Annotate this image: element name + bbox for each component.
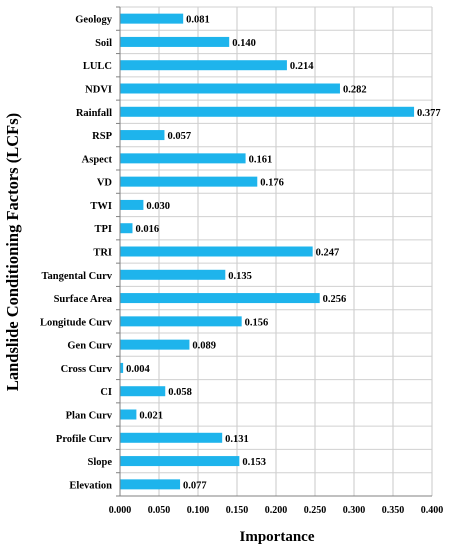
category-label: TWI bbox=[90, 201, 112, 212]
value-label: 0.021 bbox=[139, 411, 163, 422]
x-tick-label: 0.200 bbox=[265, 505, 288, 516]
bar bbox=[120, 36, 230, 47]
value-label: 0.081 bbox=[186, 15, 210, 26]
value-label: 0.153 bbox=[242, 457, 266, 468]
bar bbox=[120, 316, 242, 327]
category-label: Tangental Curv bbox=[41, 271, 112, 282]
value-label: 0.004 bbox=[126, 364, 150, 375]
value-label: 0.214 bbox=[290, 61, 314, 72]
value-label: 0.377 bbox=[417, 108, 441, 119]
bar bbox=[120, 409, 137, 420]
bars bbox=[120, 13, 415, 490]
grid bbox=[120, 6, 433, 497]
value-label: 0.176 bbox=[260, 178, 284, 189]
bar bbox=[120, 13, 184, 24]
bar bbox=[120, 199, 144, 210]
category-label: LULC bbox=[83, 61, 112, 72]
bar bbox=[120, 386, 166, 397]
value-label: 0.156 bbox=[245, 317, 269, 328]
bar bbox=[120, 339, 190, 350]
category-label: Soil bbox=[95, 38, 112, 49]
bar bbox=[120, 293, 320, 304]
bar bbox=[120, 432, 223, 443]
value-label: 0.089 bbox=[192, 341, 216, 352]
x-tick-label: 0.000 bbox=[109, 505, 132, 516]
bar bbox=[120, 479, 181, 490]
y-axis-title: Landslide Conditioning Factors (LCFs) bbox=[3, 113, 22, 391]
value-label: 0.077 bbox=[183, 480, 207, 491]
category-label: Plan Curv bbox=[66, 411, 113, 422]
bar bbox=[120, 269, 226, 280]
category-label: Slope bbox=[87, 457, 112, 468]
category-label: Cross Curv bbox=[61, 364, 113, 375]
x-tick-label: 0.350 bbox=[382, 505, 405, 516]
bar bbox=[120, 83, 340, 94]
category-label: CI bbox=[100, 387, 112, 398]
value-label: 0.282 bbox=[343, 85, 367, 96]
bar bbox=[120, 362, 124, 373]
value-label: 0.057 bbox=[167, 131, 191, 142]
x-tick-label: 0.250 bbox=[304, 505, 327, 516]
value-label: 0.161 bbox=[249, 154, 273, 165]
x-tick-label: 0.100 bbox=[187, 505, 210, 516]
bar bbox=[120, 223, 133, 234]
category-label: NDVI bbox=[85, 85, 112, 96]
category-label: Longitude Curv bbox=[40, 317, 113, 328]
x-tick-label: 0.400 bbox=[421, 505, 444, 516]
axes bbox=[116, 6, 432, 497]
x-tick-label: 0.300 bbox=[343, 505, 366, 516]
category-label: Geology bbox=[75, 15, 112, 26]
value-label: 0.140 bbox=[232, 38, 256, 49]
category-label: Gen Curv bbox=[67, 341, 112, 352]
value-label: 0.030 bbox=[146, 201, 170, 212]
bar bbox=[120, 106, 415, 117]
labels: 0.000 0.050 0.100 0.150 0.200 0.250 0.300 0.350… bbox=[40, 15, 443, 516]
value-label: 0.058 bbox=[168, 387, 192, 398]
category-label: VD bbox=[97, 178, 113, 189]
category-label: Profile Curv bbox=[56, 434, 113, 445]
bar bbox=[120, 456, 240, 467]
x-axis-title: Importance bbox=[240, 529, 315, 545]
category-label: RSP bbox=[92, 131, 112, 142]
bar bbox=[120, 176, 258, 187]
x-tick-label: 0.150 bbox=[226, 505, 249, 516]
bar bbox=[120, 130, 165, 141]
category-label: Aspect bbox=[82, 154, 113, 165]
value-label: 0.247 bbox=[316, 248, 340, 259]
bar bbox=[120, 246, 313, 257]
x-tick-label: 0.050 bbox=[148, 505, 171, 516]
bar bbox=[120, 60, 287, 71]
category-label: TRI bbox=[93, 248, 112, 259]
value-label: 0.256 bbox=[323, 294, 347, 305]
value-label: 0.131 bbox=[225, 434, 249, 445]
bar bbox=[120, 153, 246, 164]
value-label: 0.016 bbox=[135, 224, 159, 235]
category-label: Elevation bbox=[69, 480, 112, 491]
value-label: 0.135 bbox=[228, 271, 252, 282]
category-label: Rainfall bbox=[76, 108, 112, 119]
category-label: TPI bbox=[94, 224, 112, 235]
category-label: Surface Area bbox=[54, 294, 113, 305]
